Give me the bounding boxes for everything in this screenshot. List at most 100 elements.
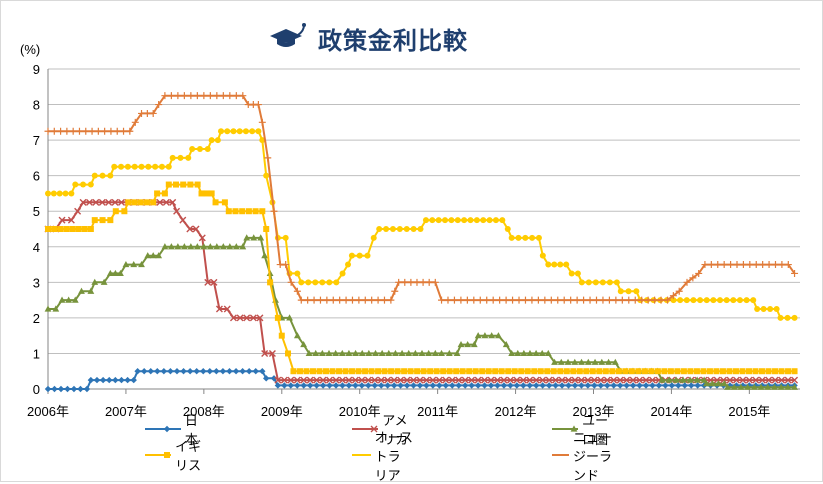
data-point xyxy=(221,199,228,206)
series-line xyxy=(48,183,795,373)
data-point xyxy=(131,199,138,206)
data-point xyxy=(338,376,346,384)
data-point xyxy=(45,226,51,232)
data-point xyxy=(474,382,482,389)
data-point xyxy=(287,278,295,286)
data-point xyxy=(79,198,87,206)
data-point xyxy=(578,358,585,365)
legend-item: 日本 xyxy=(145,414,206,448)
data-point xyxy=(765,376,773,384)
data-point xyxy=(481,376,489,384)
data-point xyxy=(686,376,694,383)
data-point xyxy=(504,226,511,232)
data-point xyxy=(173,368,181,375)
data-point xyxy=(174,92,182,100)
data-point xyxy=(502,296,510,304)
data-point xyxy=(208,190,215,197)
data-point xyxy=(592,279,599,286)
data-point xyxy=(355,296,363,304)
data-point xyxy=(63,226,70,232)
data-point xyxy=(591,382,598,389)
data-point xyxy=(529,234,536,241)
data-point xyxy=(468,382,475,389)
data-point xyxy=(124,376,131,384)
data-point xyxy=(508,349,516,357)
data-point xyxy=(361,296,369,304)
data-point xyxy=(69,127,77,135)
data-point xyxy=(204,146,211,152)
data-point xyxy=(390,382,398,389)
data-point xyxy=(513,376,521,384)
data-point xyxy=(67,216,75,224)
data-point xyxy=(68,190,75,197)
data-point xyxy=(371,376,379,384)
data-point xyxy=(498,368,505,375)
data-point xyxy=(565,376,573,384)
data-point xyxy=(254,101,262,109)
data-point xyxy=(710,297,717,304)
data-point xyxy=(149,252,157,259)
data-point xyxy=(778,376,786,384)
data-point xyxy=(144,252,152,259)
data-point xyxy=(613,279,620,286)
data-point xyxy=(573,296,581,304)
data-point xyxy=(429,382,437,389)
data-point xyxy=(113,127,121,135)
data-point xyxy=(407,278,415,286)
data-point xyxy=(629,382,637,389)
data-point xyxy=(727,261,735,269)
data-point xyxy=(51,226,58,232)
data-point xyxy=(326,382,333,389)
data-point xyxy=(215,305,223,313)
data-point xyxy=(604,382,611,389)
series-line xyxy=(48,130,795,319)
data-point xyxy=(98,198,106,206)
x-tick-label: 2013年 xyxy=(573,404,615,419)
data-point xyxy=(744,383,752,390)
data-point xyxy=(545,376,553,384)
data-point xyxy=(177,154,184,161)
data-point xyxy=(407,368,414,375)
data-point xyxy=(263,226,270,232)
data-point xyxy=(257,234,265,241)
data-point xyxy=(476,296,484,304)
data-point xyxy=(791,383,798,390)
data-point xyxy=(606,279,613,286)
data-point xyxy=(690,297,697,304)
data-point xyxy=(418,349,426,357)
data-point xyxy=(312,279,319,286)
x-tick-label: 2012年 xyxy=(495,404,537,419)
data-point xyxy=(520,382,527,389)
data-point xyxy=(256,314,264,322)
data-point xyxy=(303,368,310,375)
legend-marker xyxy=(370,425,378,433)
data-point xyxy=(387,296,395,304)
data-point xyxy=(112,269,119,277)
data-point xyxy=(210,278,218,286)
data-point xyxy=(463,296,471,304)
data-point xyxy=(410,226,417,232)
data-point xyxy=(629,376,637,384)
data-point xyxy=(683,297,690,304)
legend-swatch xyxy=(352,454,371,456)
data-point xyxy=(513,382,521,389)
data-point xyxy=(571,376,579,384)
data-point xyxy=(669,292,677,300)
data-point xyxy=(687,368,694,375)
data-point xyxy=(270,375,278,382)
data-point xyxy=(374,296,382,304)
data-point xyxy=(83,385,91,393)
data-point xyxy=(403,376,411,384)
data-point xyxy=(206,243,214,250)
data-point xyxy=(345,376,353,384)
data-point xyxy=(759,261,767,269)
data-point xyxy=(416,382,424,389)
data-point xyxy=(719,368,726,375)
data-point xyxy=(319,382,327,389)
data-point xyxy=(558,376,566,384)
data-point xyxy=(487,376,495,384)
data-point xyxy=(252,208,259,215)
data-point xyxy=(545,382,553,389)
data-point xyxy=(245,368,253,375)
data-point xyxy=(522,234,529,241)
